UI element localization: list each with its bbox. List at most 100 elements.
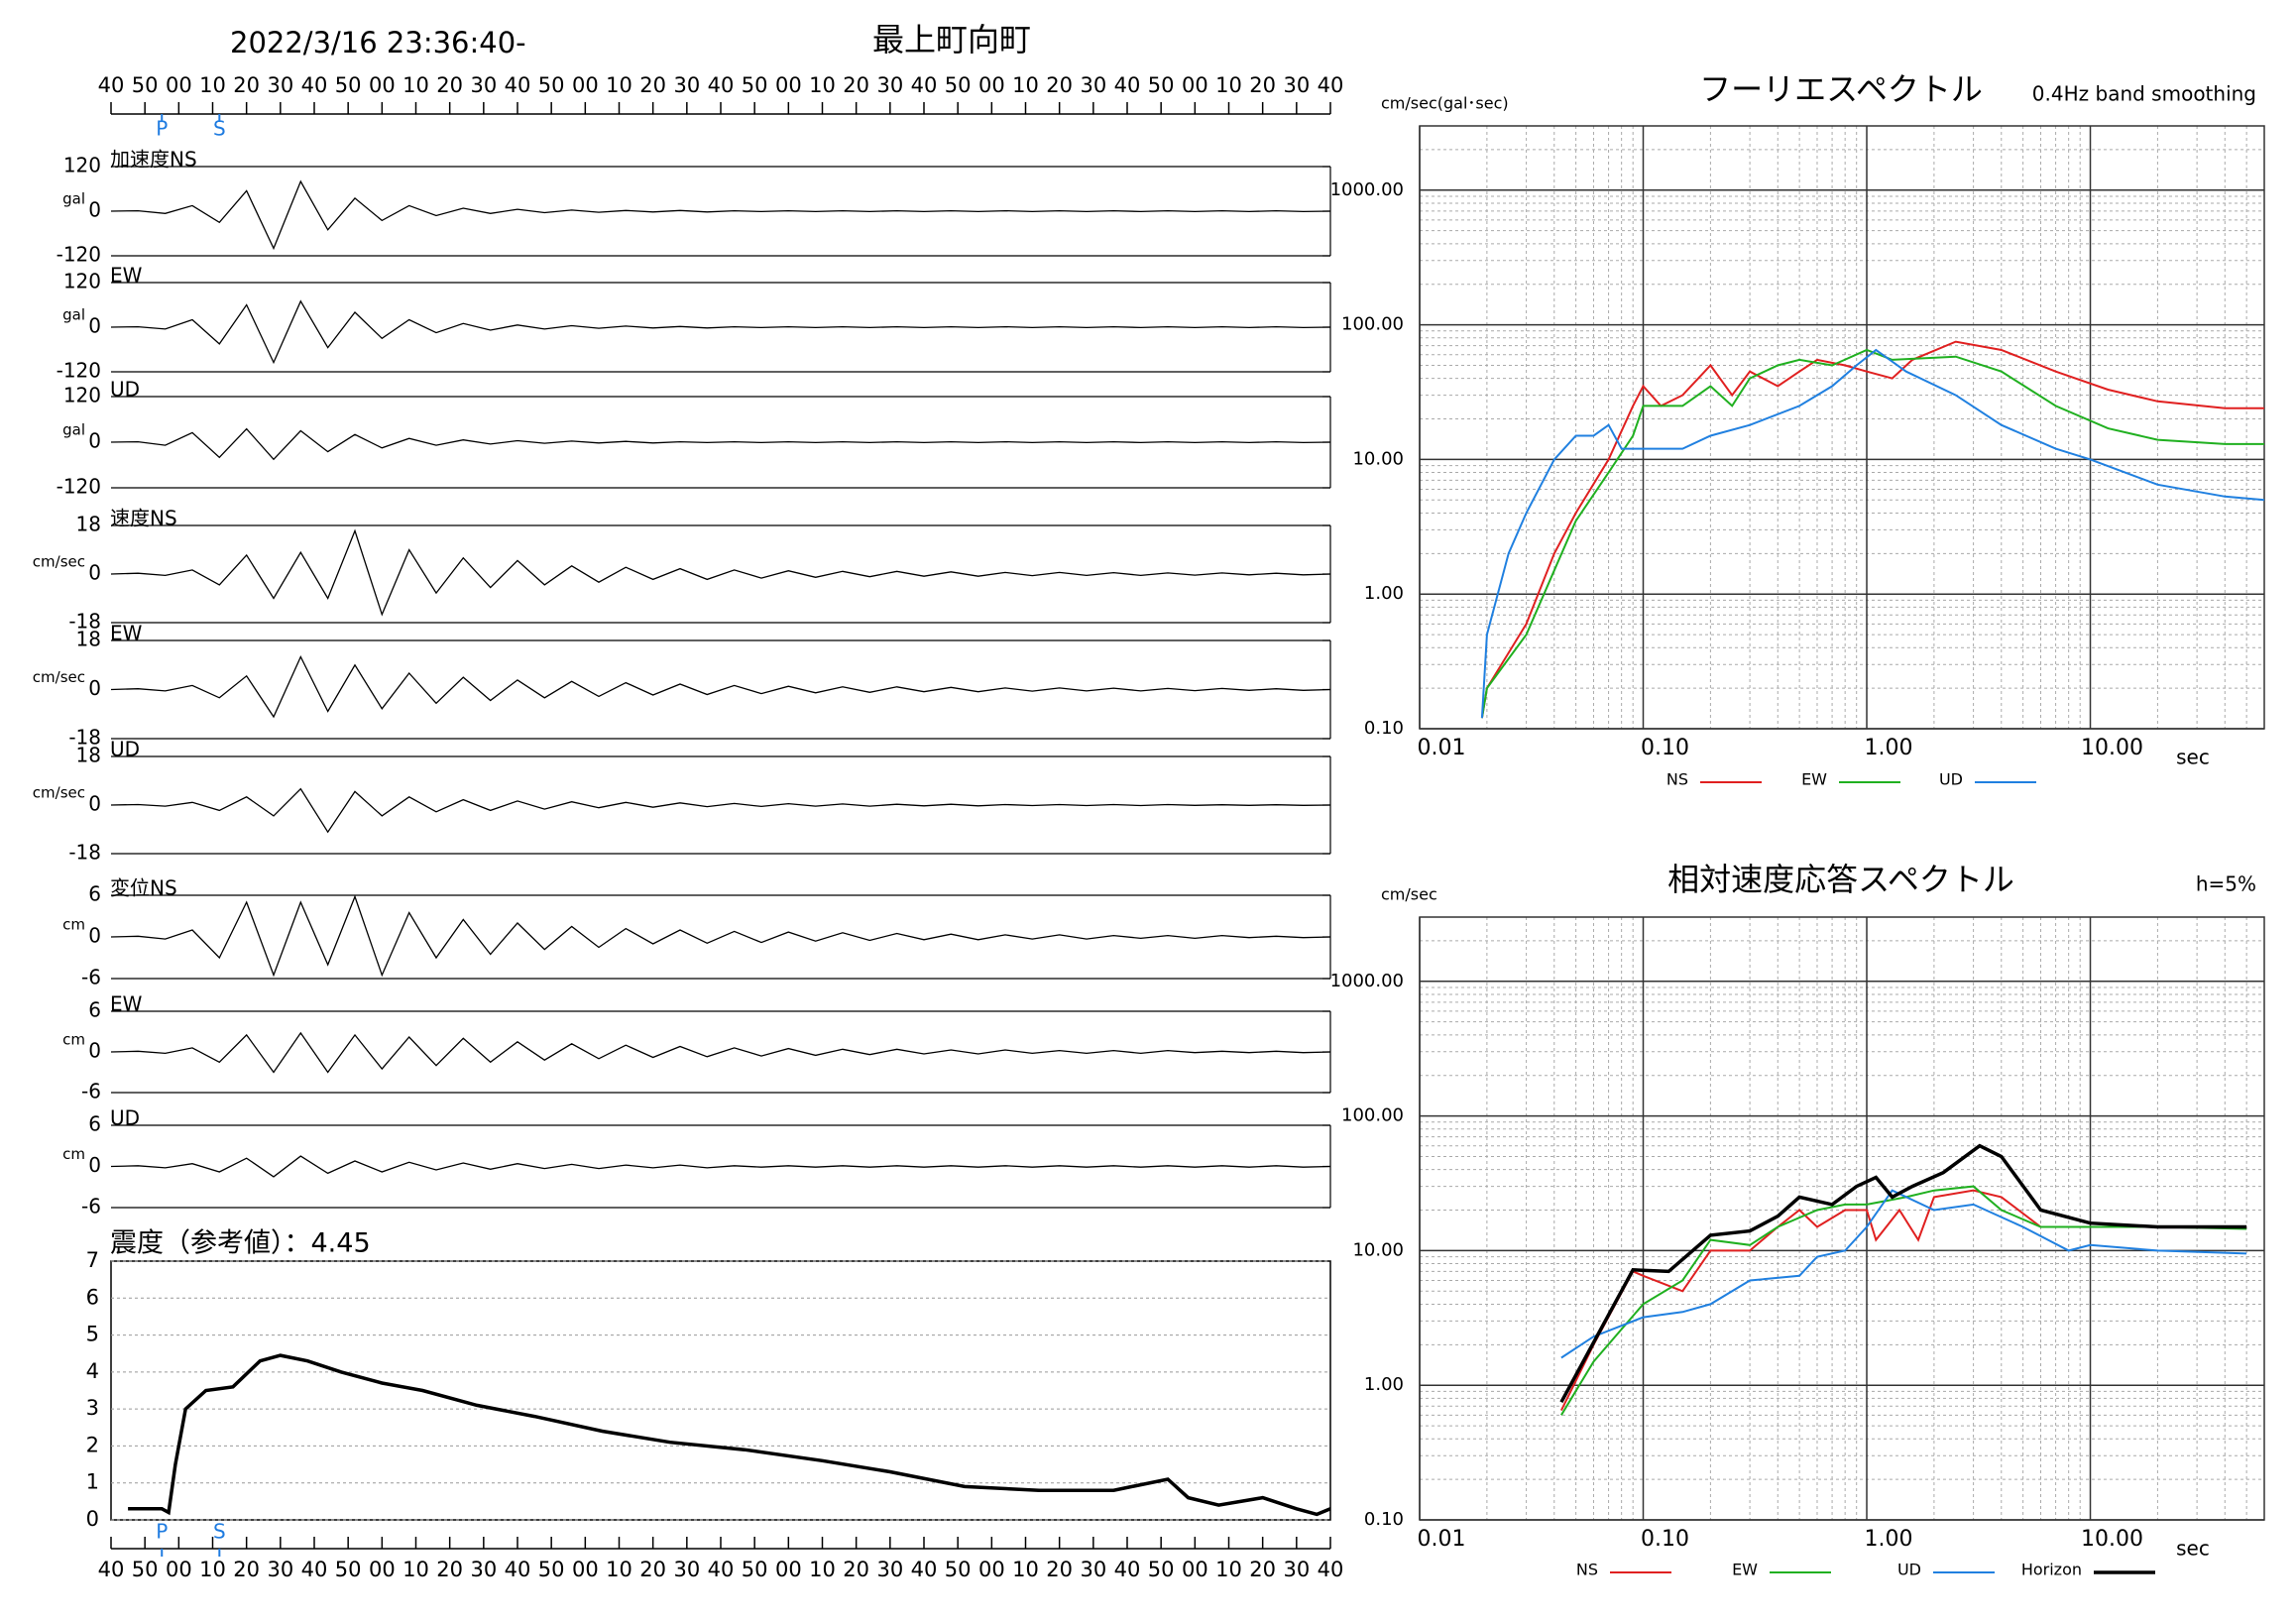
- x-tick-label: 40: [301, 73, 328, 97]
- spectrum-line: [1559, 1143, 2247, 1404]
- y-tick-label: 0: [86, 1507, 99, 1531]
- y-tick-label: -18: [68, 610, 101, 634]
- plot-frame: [1419, 916, 2265, 1521]
- x-tick-label: 50: [742, 73, 768, 97]
- x-tick-label: 40: [505, 73, 531, 97]
- x-tick-label: 50: [132, 1558, 159, 1581]
- x-tick-label: 50: [132, 73, 159, 97]
- y-tick-label: -6: [81, 1195, 101, 1218]
- x-tick-label: 30: [876, 1558, 903, 1581]
- x-tick-label: 40: [1114, 1558, 1141, 1581]
- chart-title: フーリエスペクトル: [1699, 70, 1983, 108]
- x-tick-label: 50: [335, 73, 362, 97]
- y-axis-label: cm/sec: [1381, 885, 1437, 904]
- x-tick-label: 20: [436, 1558, 463, 1581]
- x-tick-label: 30: [876, 73, 903, 97]
- unit-label: cm/sec: [33, 553, 85, 571]
- x-tick-label: 10: [402, 73, 429, 97]
- x-tick-label: 40: [911, 73, 938, 97]
- x-axis-label: sec: [2176, 746, 2210, 769]
- x-tick-label: 20: [1249, 73, 1276, 97]
- waveform: [110, 1031, 1331, 1074]
- panel-label: 速度NS: [110, 507, 177, 530]
- spectrum-line: [1560, 1189, 2247, 1412]
- spectrum-line: [1560, 1185, 2247, 1416]
- spectrum-line: [1480, 348, 2264, 719]
- x-tick-label: 10: [606, 1558, 632, 1581]
- waveform: [110, 654, 1331, 719]
- x-tick-label: 40: [1114, 73, 1141, 97]
- y-tick-label: 120: [63, 384, 101, 407]
- y-tick-label: 7: [86, 1248, 99, 1272]
- waveform: [110, 179, 1331, 251]
- x-tick-label: 00: [572, 1558, 599, 1581]
- waveform: [110, 787, 1331, 834]
- x-tick-label: 40: [98, 1558, 125, 1581]
- y-tick-label: 120: [63, 154, 101, 177]
- datetime: 2022/3/16 23:36:40-: [230, 26, 526, 59]
- y-tick-label: 6: [88, 1112, 101, 1136]
- y-tick-label: -120: [57, 475, 101, 499]
- x-tick-label: 40: [708, 73, 735, 97]
- x-tick-label: 20: [843, 73, 869, 97]
- y-tick-label: 1.00: [1364, 1374, 1404, 1395]
- legend-label: Horizon: [2021, 1561, 2082, 1579]
- waveform: [110, 299, 1331, 365]
- x-tick-label: 20: [639, 73, 666, 97]
- spectrum-line: [1560, 1189, 2247, 1359]
- x-tick-label: 20: [1046, 1558, 1073, 1581]
- x-tick-label: 50: [538, 73, 565, 97]
- x-tick-label: 20: [639, 1558, 666, 1581]
- y-axis-label: cm/sec(gal･sec): [1381, 94, 1509, 113]
- x-tick-label: 40: [708, 1558, 735, 1581]
- x-tick-label: 20: [1046, 73, 1073, 97]
- panel-label: UD: [110, 738, 140, 761]
- x-tick-label: 30: [267, 1558, 293, 1581]
- x-tick-label: 50: [1148, 1558, 1175, 1581]
- y-tick-label: -6: [81, 1080, 101, 1103]
- x-tick-label: 1.00: [1865, 736, 1913, 760]
- y-tick-label: 0.10: [1364, 1509, 1404, 1530]
- x-tick-label: 00: [572, 73, 599, 97]
- y-tick-label: 6: [88, 882, 101, 906]
- x-tick-label: 50: [1148, 73, 1175, 97]
- x-tick-label: 10.00: [2081, 736, 2143, 760]
- chart-subtitle: h=5%: [2196, 872, 2256, 896]
- unit-label: gal: [62, 190, 85, 208]
- x-tick-label: 30: [1283, 73, 1310, 97]
- x-tick-label: 0.10: [1641, 736, 1689, 760]
- phase-label: S: [213, 117, 226, 141]
- x-tick-label: 00: [1182, 73, 1208, 97]
- phase-label: P: [156, 1520, 168, 1544]
- x-tick-label: 30: [673, 1558, 700, 1581]
- x-tick-label: 50: [945, 1558, 972, 1581]
- chart-subtitle: 0.4Hz band smoothing: [2032, 82, 2256, 106]
- x-tick-label: 0.10: [1641, 1527, 1689, 1552]
- unit-label: cm/sec: [33, 668, 85, 686]
- x-tick-label: 40: [1318, 73, 1344, 97]
- waveform: [110, 1155, 1331, 1178]
- x-tick-label: 40: [301, 1558, 328, 1581]
- y-tick-label: 100.00: [1341, 314, 1404, 335]
- x-tick-label: 00: [166, 1558, 192, 1581]
- phase-label: S: [213, 1520, 226, 1544]
- panel-label: UD: [110, 1106, 140, 1130]
- y-tick-label: 0.10: [1364, 718, 1404, 739]
- y-tick-label: -18: [68, 726, 101, 750]
- x-tick-label: 50: [538, 1558, 565, 1581]
- x-tick-label: 10: [809, 1558, 836, 1581]
- x-tick-label: 40: [98, 73, 125, 97]
- y-tick-label: -120: [57, 243, 101, 267]
- y-tick-label: 0: [88, 198, 101, 222]
- y-tick-label: 6: [86, 1285, 99, 1309]
- legend-label: UD: [1939, 770, 1963, 789]
- x-tick-label: 10: [606, 73, 632, 97]
- y-tick-label: 0: [88, 314, 101, 338]
- x-tick-label: 00: [978, 73, 1005, 97]
- x-tick-label: 00: [775, 1558, 802, 1581]
- x-tick-label: 30: [673, 73, 700, 97]
- y-tick-label: 120: [63, 270, 101, 293]
- waveform: [110, 427, 1331, 461]
